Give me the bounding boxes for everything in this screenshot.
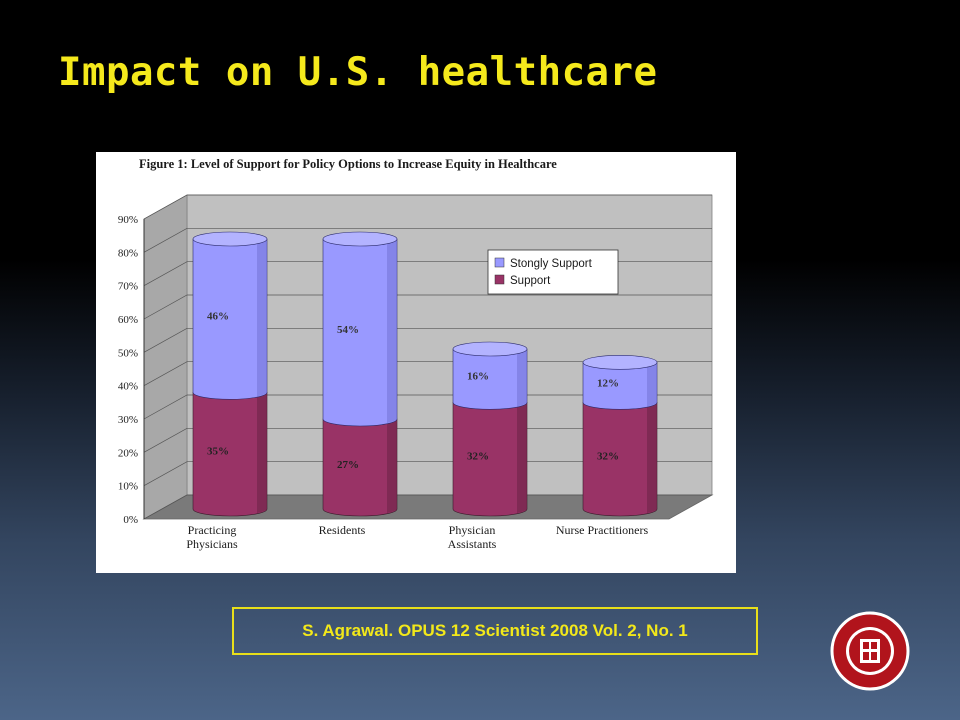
y-tick-label: 40%	[118, 381, 138, 393]
bar-shade	[517, 349, 527, 407]
data-label-support: 27%	[337, 459, 359, 471]
slide-title: Impact on U.S. healthcare	[58, 50, 658, 95]
legend-label: Stongly Support	[510, 258, 593, 270]
data-label-support: 32%	[467, 451, 489, 463]
bar-segment-support	[322, 418, 398, 517]
data-label-strongly-support: 54%	[337, 324, 359, 336]
gridline	[143, 194, 712, 220]
bar-chart: Figure 1: Level of Support for Policy Op…	[118, 157, 714, 551]
bar-segment-strongly-support	[192, 238, 268, 400]
bar-segment-strongly-support	[582, 362, 658, 410]
y-tick-label: 50%	[118, 347, 138, 359]
bar-shade	[387, 239, 397, 423]
bar-shade	[647, 362, 657, 407]
data-label-support: 32%	[597, 451, 619, 463]
gridline	[143, 494, 712, 520]
gridline	[143, 327, 712, 353]
y-tick-label: 10%	[118, 481, 138, 493]
citation-box: S. Agrawal. OPUS 12 Scientist 2008 Vol. …	[232, 607, 758, 655]
data-label-strongly-support: 16%	[467, 371, 489, 383]
bar-segment-strongly-support	[452, 348, 528, 410]
data-label-strongly-support: 46%	[207, 311, 229, 323]
chart-side-wall	[143, 194, 188, 520]
data-label-support: 35%	[207, 446, 229, 458]
chart-title: Figure 1: Level of Support for Policy Op…	[139, 157, 557, 171]
x-category-label: Physician	[449, 523, 496, 537]
bar-segment-support	[582, 402, 658, 517]
university-seal-logo	[830, 611, 910, 691]
gridline	[143, 394, 712, 420]
x-category-label: Residents	[319, 523, 366, 537]
bar-shade	[647, 402, 657, 513]
bar-segment-support	[192, 392, 268, 517]
y-tick-label: 30%	[118, 414, 138, 426]
bar-shade	[387, 419, 397, 513]
legend-label: Support	[510, 275, 551, 287]
x-category-label: Assistants	[448, 537, 497, 551]
y-tick-label: 80%	[118, 247, 138, 259]
bar-top-cap	[192, 231, 268, 247]
legend-swatch	[494, 274, 505, 285]
y-tick-label: 90%	[118, 214, 138, 226]
legend-swatch	[494, 257, 505, 268]
bar-shade	[257, 239, 267, 397]
x-category-label: Practicing	[188, 523, 237, 537]
x-category-label: Nurse Practitioners	[556, 523, 649, 537]
bar-segment-strongly-support	[322, 238, 398, 427]
y-tick-label: 70%	[118, 281, 138, 293]
legend-box	[487, 249, 619, 295]
bar-top-cap	[322, 231, 398, 247]
bar-top-cap	[452, 341, 528, 357]
x-category-label: Physicians	[186, 537, 238, 551]
y-tick-label: 0%	[123, 514, 138, 526]
gridline	[143, 461, 712, 486]
y-tick-label: 20%	[118, 447, 138, 459]
bar-shade	[257, 392, 267, 513]
bar-shade	[517, 402, 527, 513]
gridline	[143, 361, 712, 386]
gridline	[143, 294, 712, 320]
bar-segment-support	[452, 402, 528, 517]
data-label-strongly-support: 12%	[597, 377, 619, 389]
bar-top-cap	[582, 355, 658, 370]
chart-figure: Figure 1: Level of Support for Policy Op…	[96, 152, 736, 573]
gridline	[143, 227, 712, 253]
gridline	[143, 427, 712, 453]
y-tick-label: 60%	[118, 314, 138, 326]
